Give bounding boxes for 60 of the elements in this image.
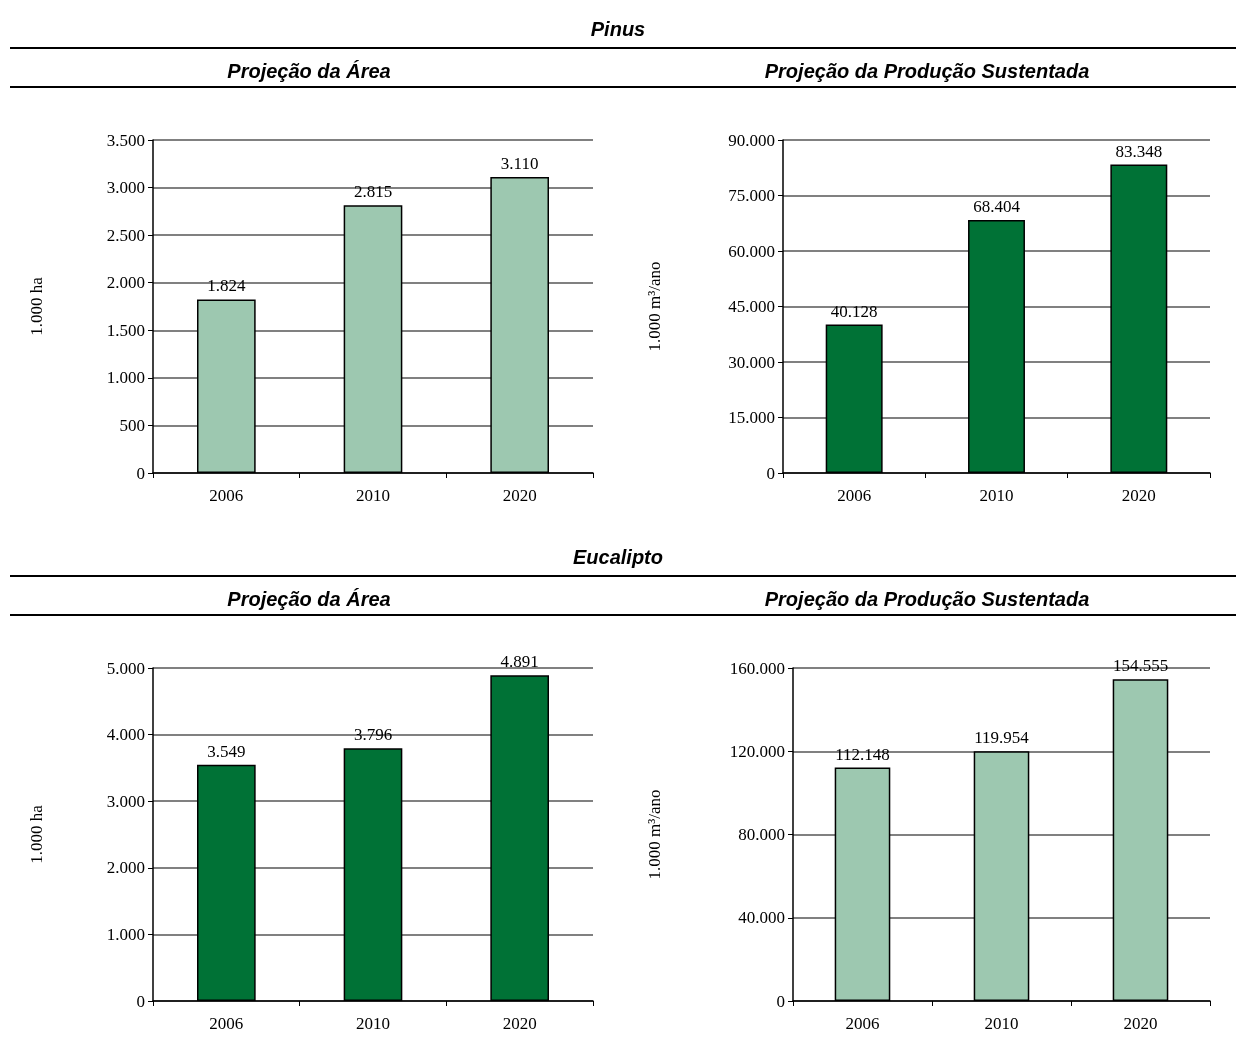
y-tick-label: 30.000: [728, 352, 775, 372]
y-tick-label: 3.000: [106, 791, 145, 811]
y-tick-label: 60.000: [728, 241, 775, 261]
y-tick-label: 2.500: [106, 225, 145, 245]
y-axis-title: 1.000 ha: [27, 276, 46, 336]
x-tick-label: 2010: [979, 486, 1014, 505]
x-tick-label: 2006: [209, 1014, 244, 1033]
data-label: 3.549: [207, 741, 246, 761]
x-tick-label: 2020: [1123, 1014, 1158, 1033]
x-tick-label: 2006: [209, 486, 244, 505]
x-tick-label: 2010: [356, 486, 390, 505]
data-label: 68.404: [973, 196, 1021, 216]
x-tick-label: 2010: [984, 1014, 1019, 1033]
y-tick-label: 0: [136, 991, 145, 1011]
y-tick-label: 1.000: [106, 924, 145, 944]
x-tick-label: 2020: [502, 486, 537, 505]
y-tick-label: 40.000: [738, 908, 785, 928]
data-label: 119.954: [974, 728, 1030, 748]
y-tick-label: 80.000: [738, 825, 785, 844]
x-tick-label: 2010: [356, 1014, 390, 1033]
data-label: 1.824: [207, 276, 246, 296]
y-tick-label: 2.000: [106, 273, 145, 293]
y-tick-label: 75.000: [728, 186, 775, 205]
y-tick-label: 90.000: [728, 130, 775, 150]
data-label: 3.796: [353, 725, 393, 745]
chart-title: Projeção da Área: [227, 60, 391, 82]
y-tick-label: 0: [766, 463, 775, 483]
y-tick-label: 3.500: [106, 130, 145, 150]
y-tick-label: 45.000: [728, 297, 775, 316]
data-label: 4.891: [500, 652, 539, 672]
y-axis-title: 1.000 m³/ano: [645, 789, 664, 880]
text: Pinus: [589, 17, 647, 42]
y-tick-label: 4.000: [106, 725, 145, 745]
x-tick-label: 2020: [502, 1014, 537, 1033]
y-tick-label: 5.000: [106, 658, 145, 678]
y-tick-label: 160.000: [729, 658, 785, 678]
chart-title: Projeção da Produção Sustentada: [764, 588, 1090, 610]
y-tick-label: 0: [136, 463, 145, 483]
data-label: 83.348: [1115, 141, 1163, 161]
y-tick-label: 120.000: [729, 741, 785, 761]
x-tick-label: 2006: [845, 1014, 880, 1033]
y-tick-label: 3.000: [106, 178, 145, 198]
data-label: 112.148: [835, 744, 890, 764]
y-tick-label: 1.000: [106, 368, 145, 388]
data-label: 40.128: [830, 301, 878, 321]
x-tick-label: 2020: [1121, 486, 1156, 505]
data-label: 3.110: [500, 154, 539, 174]
chart-title: Projeção da Produção Sustentada: [764, 60, 1090, 82]
y-tick-label: 1.500: [106, 320, 145, 340]
y-tick-label: 15.000: [728, 408, 775, 427]
data-label: 154.555: [1112, 656, 1169, 676]
chart-title: Projeção da Área: [227, 588, 391, 610]
y-axis-title: 1.000 ha: [27, 804, 46, 864]
text: Eucalipto: [572, 545, 664, 570]
y-tick-label: 500: [119, 415, 145, 435]
y-axis-title: 1.000 m³/ano: [645, 261, 664, 352]
data-label: 2.815: [353, 182, 393, 202]
y-tick-label: 2.000: [106, 858, 145, 878]
x-tick-label: 2006: [837, 486, 872, 505]
y-tick-label: 0: [776, 991, 785, 1011]
